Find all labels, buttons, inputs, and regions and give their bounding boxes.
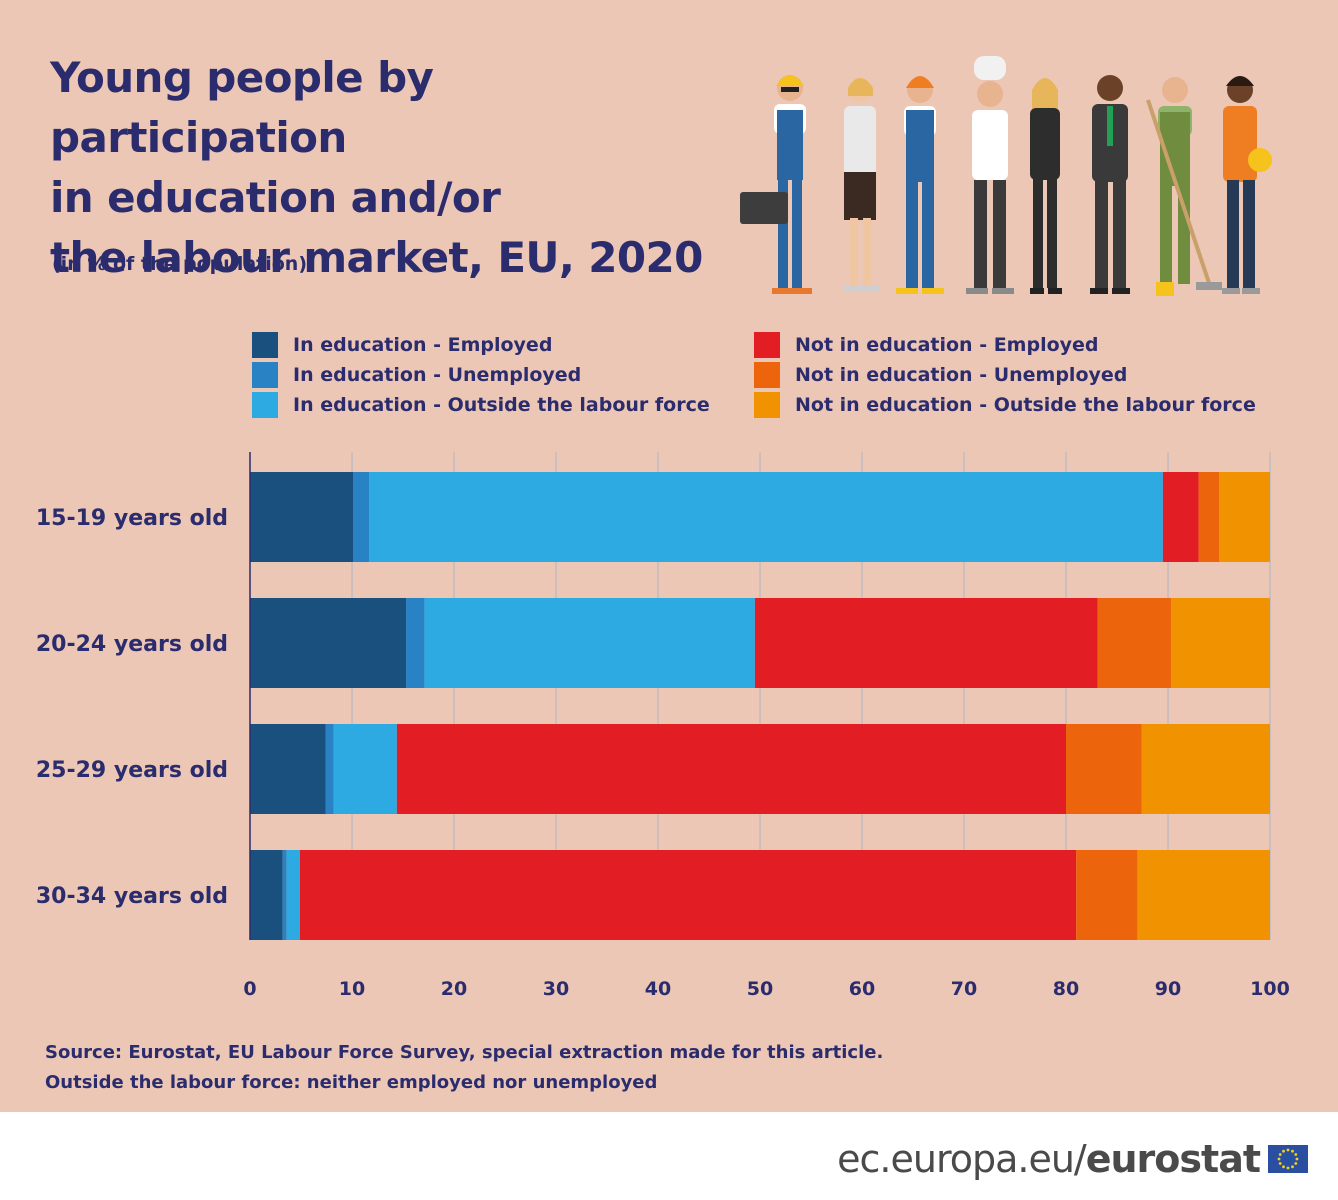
page-title: Young people by participation in educati… — [50, 48, 740, 288]
x-tick-label-30: 30 — [543, 978, 569, 1000]
worker-figure-3 — [896, 76, 944, 294]
bar-segment-2-5 — [1097, 598, 1172, 688]
title-line-3: the labour market, EU, 2020 — [50, 233, 703, 282]
category-label-4: 30-34 years old — [36, 884, 228, 909]
worker-figure-1 — [740, 75, 812, 294]
eurostat-footer: ec.europa.eu/ eurostat — [837, 1137, 1308, 1181]
bar-segment-4-2 — [282, 850, 287, 940]
bar-segment-1-4 — [1162, 472, 1199, 562]
legend-swatch-2 — [252, 362, 278, 388]
bar-segment-3-6 — [1141, 724, 1270, 814]
legend-swatch-1 — [252, 332, 278, 358]
bar-segment-2-1 — [250, 598, 407, 688]
legend-swatch-5 — [754, 362, 780, 388]
bar-segment-3-5 — [1066, 724, 1142, 814]
legend-swatch-4 — [754, 332, 780, 358]
worker-figure-4 — [966, 56, 1014, 294]
x-tick-label-10: 10 — [339, 978, 365, 1000]
worker-figure-5 — [1030, 78, 1062, 294]
x-tick-label-60: 60 — [849, 978, 875, 1000]
legend-item-4: Not in education - Employed — [754, 332, 1099, 358]
category-label-2: 20-24 years old — [36, 632, 228, 657]
x-tick-label-90: 90 — [1155, 978, 1181, 1000]
legend-item-5: Not in education - Unemployed — [754, 362, 1127, 388]
x-tick-label-100: 100 — [1250, 978, 1290, 1000]
legend-item-1: In education - Employed — [252, 332, 552, 358]
category-label-1: 15-19 years old — [36, 506, 228, 531]
definition-note: Outside the labour force: neither employ… — [45, 1072, 658, 1093]
legend-label-6: Not in education - Outside the labour fo… — [795, 394, 1256, 416]
x-tick-label-80: 80 — [1053, 978, 1079, 1000]
title-line-1: Young people by participation — [50, 53, 434, 162]
legend-label-2: In education - Unemployed — [293, 364, 582, 386]
legend-label-3: In education - Outside the labour force — [293, 394, 710, 416]
legend-label-5: Not in education - Unemployed — [795, 364, 1128, 386]
legend-item-3: In education - Outside the labour force — [252, 392, 710, 418]
x-tick-label-20: 20 — [441, 978, 467, 1000]
source-note: Source: Eurostat, EU Labour Force Survey… — [45, 1042, 884, 1063]
x-tick-label-70: 70 — [951, 978, 977, 1000]
legend-item-2: In education - Unemployed — [252, 362, 581, 388]
worker-figure-7 — [1146, 77, 1222, 296]
bar-segment-1-5 — [1198, 472, 1219, 562]
bar-segment-2-3 — [424, 598, 755, 688]
bar-segment-3-2 — [325, 724, 334, 814]
legend-swatch-3 — [252, 392, 278, 418]
footer-domain-text: ec.europa.eu/ — [837, 1137, 1087, 1181]
worker-figure-2 — [844, 78, 880, 292]
workers-illustration — [740, 56, 1272, 296]
bar-segment-1-3 — [369, 472, 1163, 562]
bar-segment-4-4 — [299, 850, 1077, 940]
bar-segment-4-1 — [250, 850, 283, 940]
legend-label-1: In education - Employed — [293, 334, 553, 356]
bar-segment-1-2 — [353, 472, 370, 562]
eu-flag-icon — [1268, 1145, 1308, 1173]
legend-swatch-6 — [754, 392, 780, 418]
x-tick-label-50: 50 — [747, 978, 773, 1000]
footer-brand-text: eurostat — [1085, 1137, 1261, 1181]
stacked-bar-chart: 15-19 years old 20-24 years old 25-29 year… — [36, 452, 1290, 1000]
bar-segment-2-4 — [754, 598, 1098, 688]
bar-segment-3-1 — [250, 724, 326, 814]
bar-segment-1-1 — [250, 472, 354, 562]
bar-segment-2-2 — [406, 598, 425, 688]
infographic-panel: Young people by participation in educati… — [0, 0, 1338, 1112]
bar-segment-4-5 — [1076, 850, 1138, 940]
bar-segment-4-3 — [286, 850, 300, 940]
x-tick-label-0: 0 — [243, 978, 256, 1000]
bar-segment-3-3 — [333, 724, 397, 814]
bar-segment-1-6 — [1219, 472, 1270, 562]
x-tick-label-40: 40 — [645, 978, 671, 1000]
title-line-2: in education and/or — [50, 173, 501, 222]
chart-legend: In education - Employed In education - U… — [252, 332, 1292, 424]
legend-item-6: Not in education - Outside the labour fo… — [754, 392, 1256, 418]
legend-label-4: Not in education - Employed — [795, 334, 1099, 356]
worker-figure-6 — [1090, 75, 1130, 294]
chart-notes: Source: Eurostat, EU Labour Force Survey… — [45, 1038, 883, 1098]
category-label-3: 25-29 years old — [36, 758, 228, 783]
bar-segment-3-4 — [396, 724, 1066, 814]
chart-subtitle: (in % of the population) — [52, 253, 308, 275]
worker-figure-8 — [1222, 76, 1272, 294]
bar-segment-4-6 — [1137, 850, 1270, 940]
bar-segment-2-6 — [1171, 598, 1270, 688]
